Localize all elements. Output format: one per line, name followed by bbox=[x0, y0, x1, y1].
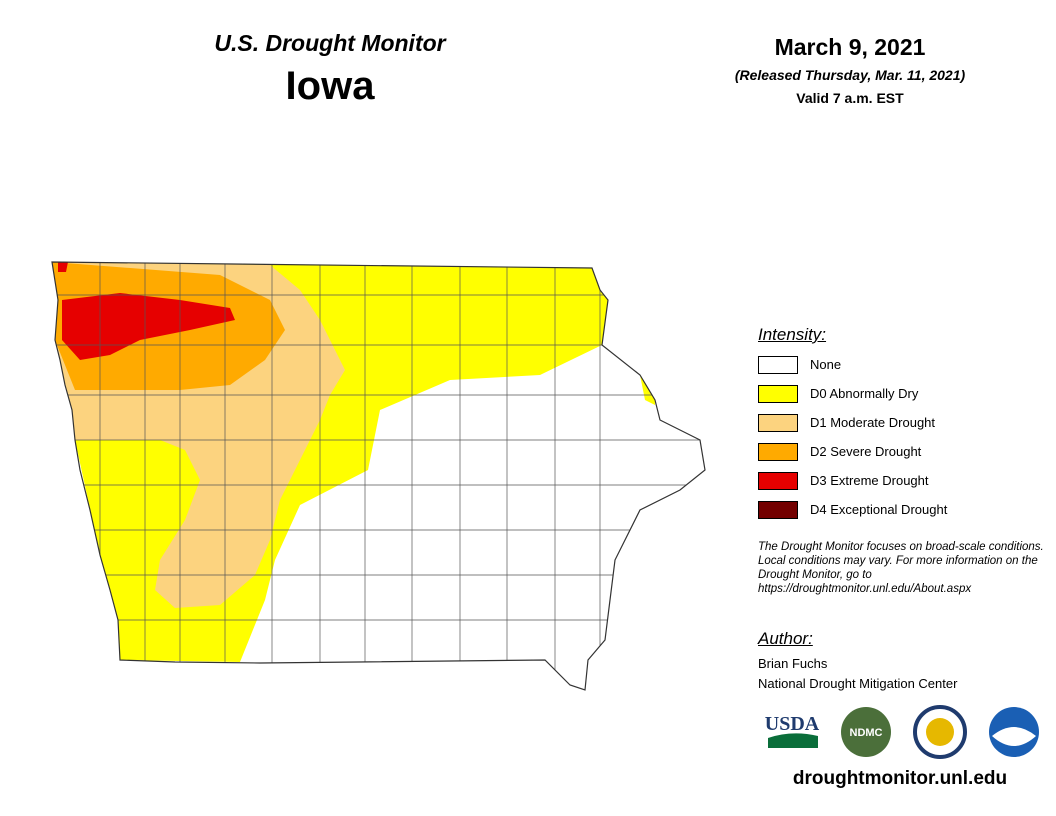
regions bbox=[52, 262, 700, 690]
region-d3 bbox=[58, 262, 235, 360]
note: The Drought Monitor focuses on broad-sca… bbox=[758, 541, 1044, 595]
legend-title: Intensity: bbox=[758, 325, 827, 344]
title: U.S. Drought Monitor bbox=[214, 30, 446, 56]
legend-swatch bbox=[758, 385, 798, 403]
author-title: Author: bbox=[758, 629, 813, 648]
footer-url: droughtmonitor.unl.edu bbox=[792, 768, 1008, 789]
noaa-mark bbox=[992, 727, 1036, 746]
ndmc-badge bbox=[841, 707, 891, 757]
legend-label: D1 Moderate Drought bbox=[810, 415, 936, 430]
state: Iowa bbox=[285, 64, 375, 108]
logos: USDA NDMC bbox=[765, 705, 1039, 759]
legend-label: D2 Severe Drought bbox=[810, 444, 922, 459]
released: (Released Thursday, Mar. 11, 2021) bbox=[734, 67, 966, 83]
legend-label: D4 Exceptional Drought bbox=[810, 502, 948, 517]
legend-swatch bbox=[758, 414, 798, 432]
legend-label: D0 Abnormally Dry bbox=[810, 386, 919, 401]
legend-label: D3 Extreme Drought bbox=[810, 473, 929, 488]
map bbox=[51, 261, 706, 691]
legend-swatch bbox=[758, 472, 798, 490]
state-outline bbox=[51, 261, 706, 691]
ndmc-logo: NDMC bbox=[850, 727, 883, 739]
legend-swatch bbox=[758, 443, 798, 461]
legend-swatch bbox=[758, 501, 798, 519]
legend-swatch bbox=[758, 356, 798, 374]
legend-label: None bbox=[810, 357, 842, 372]
usda-logo: USDA bbox=[765, 713, 820, 735]
date: March 9, 2021 bbox=[774, 34, 926, 60]
county-lines bbox=[52, 262, 700, 690]
valid: Valid 7 a.m. EST bbox=[796, 90, 904, 106]
author-name: Brian Fuchs bbox=[758, 656, 828, 671]
usda-mark bbox=[768, 733, 818, 748]
doc-seal bbox=[926, 718, 954, 746]
author-org: National Drought Mitigation Center bbox=[758, 676, 958, 691]
